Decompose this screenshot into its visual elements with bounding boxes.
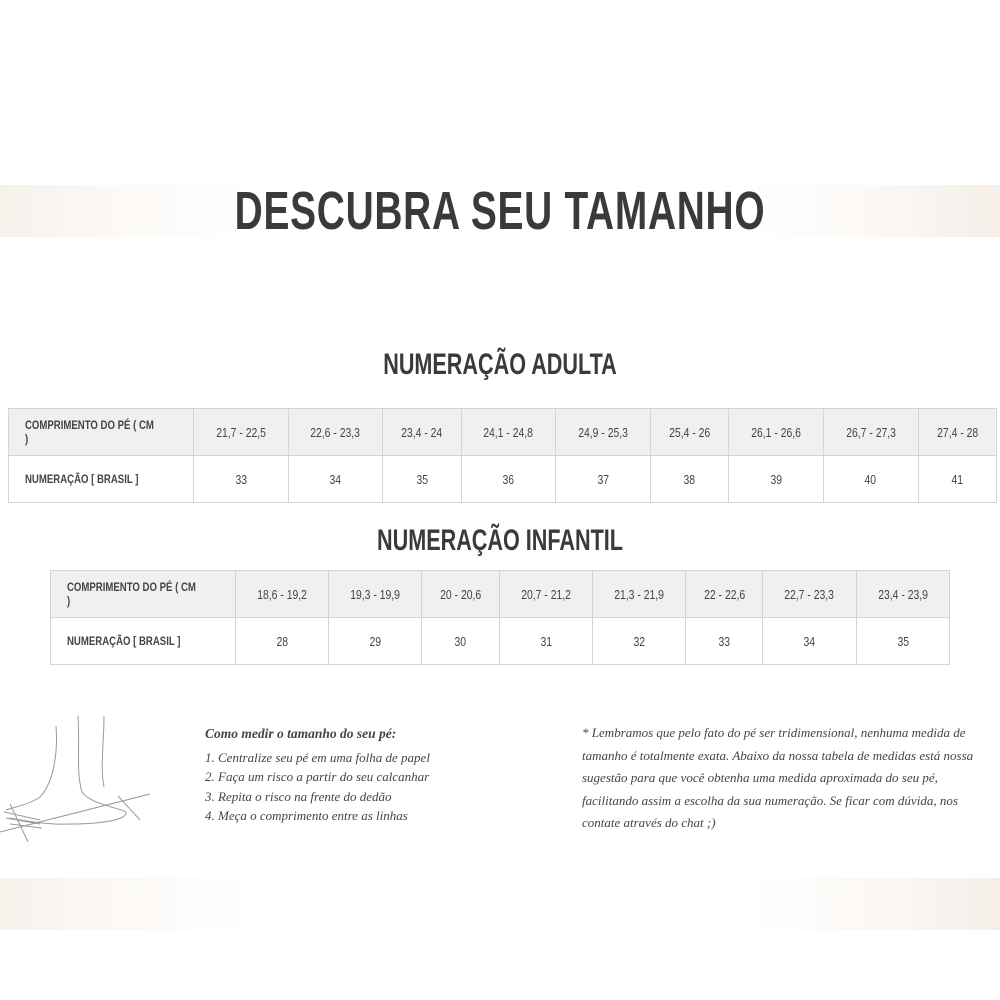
cell-text: 20 - 20,6 <box>440 586 482 602</box>
cell-text: 20,7 - 21,2 <box>520 586 571 602</box>
length-cell: 20 - 20,6 <box>421 570 500 618</box>
cell-text: 31 <box>540 633 552 649</box>
step: 1. Centralize seu pé em uma folha de pap… <box>205 749 430 765</box>
cell-text: 39 <box>770 471 782 487</box>
step: 3. Repita o risco na frente do dedão <box>205 788 392 804</box>
size-cell: 33 <box>193 455 289 503</box>
cell-text: 32 <box>633 633 645 649</box>
length-cell: 21,3 - 21,9 <box>591 570 687 618</box>
how-to-heading: Como medir o tamanho do seu pé: <box>205 726 397 741</box>
length-cell: 22,7 - 23,3 <box>762 570 857 618</box>
cell-text: 21,7 - 22,5 <box>215 424 266 440</box>
size-cell: 34 <box>287 455 384 503</box>
cell-text: 22 - 22,6 <box>703 586 745 602</box>
row-label-text: COMPRIMENTO DO PÉ ( CM ) <box>25 418 154 446</box>
page-title: DESCUBRA SEU TAMANHO <box>234 181 766 241</box>
size-cell: 29 <box>328 617 423 665</box>
length-cell: 26,7 - 27,3 <box>822 408 919 456</box>
how-to-measure: Como medir o tamanho do seu pé: 1. Centr… <box>205 724 430 826</box>
cell-text: 26,1 - 26,6 <box>751 424 801 440</box>
table-row: NUMERAÇÃO [ BRASIL ] 33 34 35 36 37 38 39 40 41 <box>8 455 998 503</box>
cell-text: 35 <box>897 633 909 649</box>
decorative-band-top <box>0 185 1000 237</box>
row-label: NUMERAÇÃO [ BRASIL ] <box>50 617 236 665</box>
cell-text: 30 <box>454 633 467 649</box>
row-label: COMPRIMENTO DO PÉ ( CM ) <box>50 570 236 618</box>
length-cell: 24,9 - 25,3 <box>555 408 651 456</box>
cell-text: 36 <box>502 471 515 487</box>
decorative-band-bottom <box>0 878 1000 930</box>
length-cell: 20,7 - 21,2 <box>498 570 593 618</box>
size-cell: 35 <box>382 455 462 503</box>
cell-text: 33 <box>718 633 731 649</box>
cell-text: 34 <box>803 633 816 649</box>
cell-text: 22,6 - 23,3 <box>310 424 361 440</box>
size-cell: 36 <box>460 455 557 503</box>
cell-text: 28 <box>276 633 288 649</box>
cell-text: 25,4 - 26 <box>669 424 711 440</box>
row-label-text: COMPRIMENTO DO PÉ ( CM ) <box>67 580 196 608</box>
size-cell: 35 <box>855 617 951 665</box>
size-cell: 33 <box>685 617 764 665</box>
cell-text: 38 <box>683 471 696 487</box>
length-cell: 21,7 - 22,5 <box>193 408 289 456</box>
table-row: COMPRIMENTO DO PÉ ( CM ) 18,6 - 19,2 19,3… <box>50 570 951 618</box>
length-cell: 27,4 - 28 <box>917 408 998 456</box>
cell-text: 18,6 - 19,2 <box>257 586 307 602</box>
row-label: COMPRIMENTO DO PÉ ( CM ) <box>8 408 194 456</box>
step: 4. Meça o comprimento entre as linhas <box>205 808 408 823</box>
size-cell: 39 <box>728 455 824 503</box>
size-cell: 30 <box>421 617 500 665</box>
row-label: NUMERAÇÃO [ BRASIL ] <box>8 455 194 503</box>
size-cell: 28 <box>234 617 330 665</box>
size-cell: 37 <box>555 455 651 503</box>
cell-text: 34 <box>329 471 342 487</box>
cell-text: 33 <box>235 471 247 487</box>
adult-size-table: COMPRIMENTO DO PÉ ( CM ) 21,7 - 22,5 22,6… <box>8 408 998 503</box>
cell-text: 23,4 - 24 <box>401 424 443 440</box>
cell-text: 41 <box>951 471 964 487</box>
foot-measure-illustration <box>0 715 151 842</box>
row-label-text: NUMERAÇÃO [ BRASIL ] <box>67 634 181 648</box>
length-cell: 25,4 - 26 <box>649 408 730 456</box>
length-cell: 22 - 22,6 <box>685 570 764 618</box>
cell-text: 40 <box>864 471 877 487</box>
disclaimer-note: * Lembramos que pelo fato do pé ser trid… <box>582 725 974 830</box>
length-cell: 23,4 - 23,9 <box>855 570 951 618</box>
length-cell: 23,4 - 24 <box>382 408 462 456</box>
infant-size-table: COMPRIMENTO DO PÉ ( CM ) 18,6 - 19,2 19,3… <box>50 570 951 665</box>
length-cell: 22,6 - 23,3 <box>287 408 384 456</box>
row-label-text: NUMERAÇÃO [ BRASIL ] <box>25 472 139 486</box>
cell-text: 27,4 - 28 <box>936 424 978 440</box>
cell-text: 24,9 - 25,3 <box>578 424 628 440</box>
table-row: NUMERAÇÃO [ BRASIL ] 28 29 30 31 32 33 34 35 <box>50 617 951 665</box>
length-cell: 18,6 - 19,2 <box>234 570 330 618</box>
adult-title: NUMERAÇÃO ADULTA <box>383 348 617 381</box>
cell-text: 26,7 - 27,3 <box>845 424 896 440</box>
cell-text: 22,7 - 23,3 <box>784 586 835 602</box>
cell-text: 37 <box>597 471 609 487</box>
length-cell: 19,3 - 19,9 <box>328 570 423 618</box>
size-cell: 38 <box>649 455 730 503</box>
size-cell: 31 <box>498 617 593 665</box>
size-cell: 40 <box>822 455 919 503</box>
cell-text: 35 <box>416 471 428 487</box>
cell-text: 19,3 - 19,9 <box>350 586 401 602</box>
infant-title: NUMERAÇÃO INFANTIL <box>377 524 623 557</box>
length-cell: 26,1 - 26,6 <box>728 408 824 456</box>
cell-text: 29 <box>369 633 382 649</box>
step: 2. Faça um risco a partir do seu calcanh… <box>205 769 430 784</box>
size-cell: 34 <box>762 617 857 665</box>
cell-text: 24,1 - 24,8 <box>483 424 534 440</box>
cell-text: 23,4 - 23,9 <box>877 586 928 602</box>
cell-text: 21,3 - 21,9 <box>614 586 664 602</box>
length-cell: 24,1 - 24,8 <box>460 408 557 456</box>
size-cell: 41 <box>917 455 998 503</box>
table-row: COMPRIMENTO DO PÉ ( CM ) 21,7 - 22,5 22,6… <box>8 408 998 456</box>
size-cell: 32 <box>591 617 687 665</box>
